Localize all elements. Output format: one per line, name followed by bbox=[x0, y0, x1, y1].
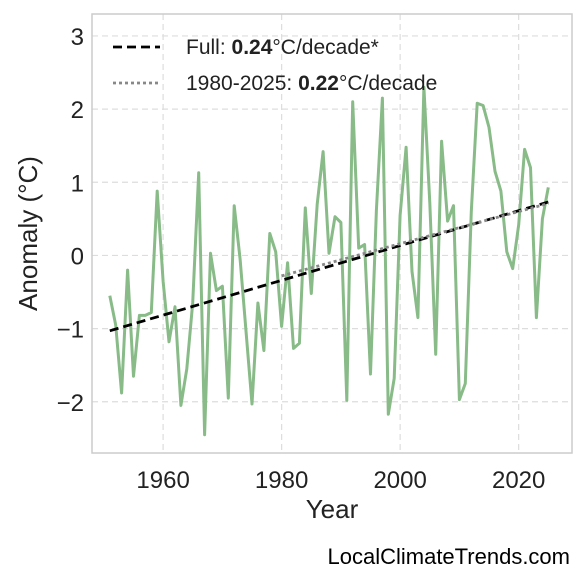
x-axis-label: Year bbox=[306, 494, 359, 524]
x-tick-label: 2020 bbox=[492, 467, 545, 494]
anomaly-series-line bbox=[108, 85, 550, 437]
x-tick-label: 1960 bbox=[136, 467, 189, 494]
legend-label-rate: 0.22 bbox=[298, 72, 339, 95]
y-tick-label: 0 bbox=[71, 243, 84, 270]
legend-label-suffix: °C/decade* bbox=[272, 36, 378, 59]
y-tick-label: 2 bbox=[71, 97, 84, 124]
y-tick-label: 3 bbox=[71, 24, 84, 51]
plot-frame bbox=[91, 13, 573, 454]
legend-label: 1980-2025: 0.22°C/decade bbox=[186, 72, 437, 95]
y-tick-label: 1 bbox=[71, 170, 84, 197]
y-tick-label: −2 bbox=[57, 390, 84, 417]
x-tick-label: 1980 bbox=[255, 467, 308, 494]
legend-label: Full: 0.24°C/decade* bbox=[186, 36, 379, 59]
legend: Full: 0.24°C/decade*1980-2025: 0.22°C/de… bbox=[113, 36, 437, 95]
grid-lines bbox=[92, 14, 572, 453]
legend-label-suffix: °C/decade bbox=[339, 72, 437, 95]
x-tick-labels: 1960 1980 2000 2020 bbox=[136, 467, 545, 494]
legend-label-prefix: 1980-2025: bbox=[186, 72, 298, 95]
y-axis-label: Anomaly (°C) bbox=[13, 156, 43, 311]
legend-label-prefix: Full: bbox=[186, 36, 232, 59]
data-series bbox=[108, 85, 550, 437]
legend-label-rate: 0.24 bbox=[232, 36, 273, 59]
y-tick-label: −1 bbox=[57, 317, 84, 344]
x-tick-label: 2000 bbox=[373, 467, 426, 494]
y-tick-labels: −2 −1 0 1 2 3 bbox=[57, 24, 84, 417]
footer-website: LocalClimateTrends.com bbox=[327, 544, 571, 569]
recent-trend-line bbox=[281, 202, 549, 278]
